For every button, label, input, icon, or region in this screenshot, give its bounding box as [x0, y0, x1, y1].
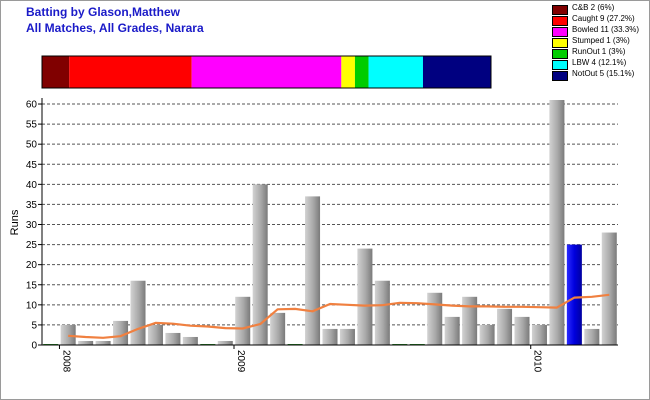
bar: [584, 328, 600, 345]
bar: [305, 196, 321, 345]
legend-swatch: [552, 27, 568, 37]
legend-swatch: [552, 5, 568, 15]
bar: [252, 184, 268, 345]
y-tick-label: 25: [26, 240, 38, 251]
bar: [339, 328, 355, 345]
y-tick-label: 35: [26, 200, 38, 211]
bar: [601, 232, 617, 345]
y-tick-label: 50: [26, 140, 38, 151]
y-axis-label: Runs: [9, 209, 21, 235]
dismissal-bar-border: [41, 55, 492, 89]
legend-label: NotOut 5 (15.1%): [572, 69, 635, 78]
y-tick-label: 60: [26, 100, 38, 111]
dismissal-segment: [368, 56, 423, 88]
legend-label: RunOut 1 (3%): [572, 47, 626, 56]
bar: [78, 340, 94, 345]
bar: [374, 280, 390, 345]
bar: [479, 324, 495, 345]
dismissal-segment: [354, 56, 369, 88]
bar: [427, 292, 443, 345]
y-tick-label: 40: [26, 180, 38, 191]
legend-swatch: [552, 71, 568, 81]
bar: [462, 296, 478, 345]
y-tick-label: 15: [26, 280, 38, 291]
chart-subtitle: All Matches, All Grades, Narara: [26, 21, 204, 35]
dismissal-segment: [191, 56, 342, 88]
bar: [531, 324, 547, 345]
dismissal-segment: [69, 56, 192, 88]
legend-swatch: [552, 60, 568, 70]
y-tick-label: 5: [31, 320, 37, 331]
legend-label: LBW 4 (12.1%): [572, 58, 627, 67]
bar: [113, 320, 129, 345]
legend-label: Caught 9 (27.2%): [572, 14, 635, 23]
legend-swatch: [552, 49, 568, 59]
highlighted-bar: [566, 244, 582, 345]
bar: [60, 324, 76, 345]
x-tick-label: 2009: [235, 350, 246, 373]
y-tick-label: 10: [26, 300, 38, 311]
bar: [322, 328, 338, 345]
bar: [95, 340, 111, 345]
bar: [217, 340, 233, 345]
bar: [444, 316, 460, 345]
bar: [270, 312, 286, 345]
dismissal-segment: [42, 56, 70, 88]
legend-label: C&B 2 (6%): [572, 3, 615, 12]
y-tick-label: 20: [26, 260, 38, 271]
y-tick-label: 55: [26, 120, 38, 131]
dismissal-segment: [341, 56, 355, 88]
y-tick-label: 0: [31, 341, 37, 352]
bar: [165, 332, 181, 345]
bar: [497, 308, 513, 345]
bar: [357, 248, 373, 345]
legend-label: Stumped 1 (3%): [572, 36, 630, 45]
moving-average-line: [68, 293, 610, 339]
bar: [514, 316, 530, 345]
chart-title: Batting by Glason,Matthew: [26, 5, 181, 19]
dismissal-segment: [422, 56, 491, 88]
y-tick-label: 45: [26, 160, 38, 171]
bar: [182, 336, 198, 345]
bar: [147, 324, 163, 345]
bar: [549, 100, 565, 345]
x-tick-label: 2008: [60, 350, 71, 373]
legend-label: Bowled 11 (33.3%): [572, 25, 639, 34]
bar: [130, 280, 146, 345]
legend-swatch: [552, 38, 568, 48]
legend-swatch: [552, 16, 568, 26]
y-tick-label: 30: [26, 220, 38, 231]
x-tick-label: 2010: [532, 350, 543, 373]
bar: [235, 296, 251, 345]
